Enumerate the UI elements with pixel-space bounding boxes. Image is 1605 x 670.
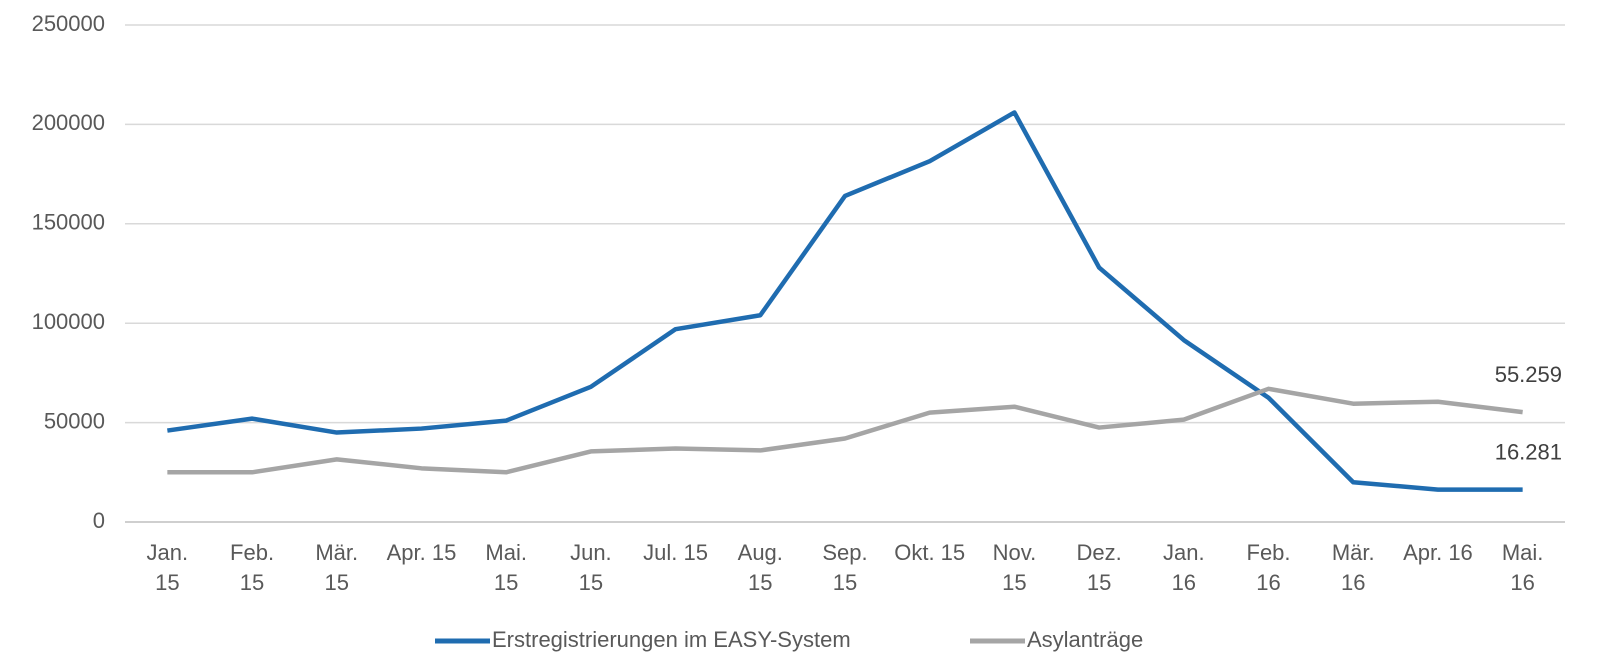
y-tick-label: 150000 bbox=[32, 210, 105, 235]
x-tick-label: Jan. 16 bbox=[1163, 540, 1205, 595]
x-tick-label: Nov. 15 bbox=[992, 540, 1037, 595]
x-tick-label: Apr. 15 bbox=[386, 540, 457, 565]
x-tick-label: Apr. 16 bbox=[1403, 540, 1473, 565]
x-tick-label: Jun. 15 bbox=[570, 540, 612, 595]
x-tick-label: Jan. 15 bbox=[146, 540, 189, 595]
x-tick-label: Sep. 15 bbox=[822, 540, 868, 595]
x-tick-label: Mai. 15 bbox=[485, 540, 527, 595]
y-tick-label: 0 bbox=[93, 508, 105, 533]
x-tick-label: Jul. 15 bbox=[643, 540, 708, 565]
series-line bbox=[167, 110, 1523, 492]
y-tick-label: 100000 bbox=[32, 309, 105, 334]
x-tick-label: Feb. 15 bbox=[230, 540, 275, 595]
legend-label: Erstregistrierungen im EASY-System bbox=[492, 627, 851, 652]
x-tick-label: Feb. 16 bbox=[1246, 540, 1291, 595]
y-tick-label: 50000 bbox=[44, 408, 105, 433]
x-tick-label: Mai. 16 bbox=[1501, 540, 1544, 595]
data-label: 55.259 bbox=[1495, 362, 1562, 387]
x-tick-label: Dez. 15 bbox=[1076, 540, 1122, 595]
data-label: 16.281 bbox=[1495, 439, 1562, 464]
x-tick-label: Mär. 15 bbox=[315, 540, 359, 595]
legend-label: Asylanträge bbox=[1027, 627, 1143, 652]
y-tick-label: 250000 bbox=[32, 11, 105, 36]
series-line bbox=[167, 386, 1523, 475]
y-tick-label: 200000 bbox=[32, 110, 105, 135]
x-tick-label: Aug. 15 bbox=[737, 540, 783, 595]
x-tick-label: Okt. 15 bbox=[894, 540, 966, 565]
x-tick-label: Mär. 16 bbox=[1331, 540, 1375, 595]
